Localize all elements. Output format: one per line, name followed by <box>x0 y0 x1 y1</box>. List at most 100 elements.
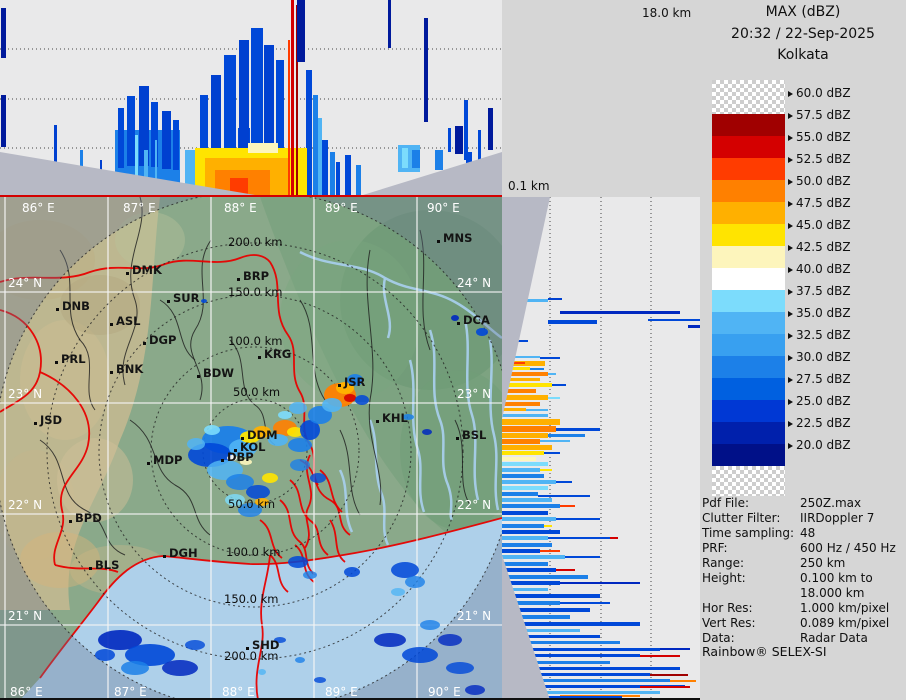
echo-bar <box>291 0 294 195</box>
state-border <box>319 469 343 513</box>
state-border <box>39 371 91 566</box>
side-height-profile-chart <box>502 197 700 700</box>
echo-bar <box>211 75 221 195</box>
echo-bar <box>144 150 148 195</box>
longitude-label: 90° E <box>427 201 460 215</box>
echo-bar <box>502 685 685 688</box>
radar-echo <box>288 556 308 568</box>
district-border <box>39 439 126 556</box>
range-ring-label: 50.0 km <box>228 497 276 511</box>
city-label: BSL <box>462 428 487 442</box>
echo-bar <box>135 135 138 193</box>
city-dot <box>456 437 459 440</box>
city-dot <box>55 361 58 364</box>
radar-echo <box>227 455 237 461</box>
echo-bar <box>560 602 610 604</box>
metadata-row: Pdf File: 250Z.max <box>702 496 906 510</box>
echo-bar <box>526 409 548 411</box>
echo-bar <box>502 543 552 547</box>
echo-bar <box>502 648 660 651</box>
latitude-label: 22° N <box>457 498 492 512</box>
echo-bar <box>502 367 530 370</box>
radar-echo <box>374 633 406 647</box>
city-label: DGP <box>149 333 177 347</box>
echo-bar <box>502 445 552 450</box>
metadata-label: Range: <box>702 556 745 570</box>
echo-bar <box>548 537 610 539</box>
dbz-band <box>712 268 785 290</box>
echo-bar <box>502 696 622 698</box>
radar-echo <box>255 498 269 506</box>
echo-bar <box>412 150 420 168</box>
tick-arrow-icon <box>788 355 793 361</box>
echo-bar <box>502 615 570 619</box>
echo-bar <box>538 495 590 497</box>
echo-bar <box>502 372 548 376</box>
echo-bar <box>502 679 670 682</box>
radar-echo <box>98 630 142 650</box>
radar-echo <box>268 434 288 446</box>
city-dot <box>163 555 166 558</box>
echo-bar <box>548 434 585 437</box>
tick-arrow-icon <box>788 223 793 229</box>
city-label: DCA <box>463 313 490 327</box>
city-dot <box>143 342 146 345</box>
dbz-scale-label: 52.5 dBZ <box>788 152 851 166</box>
echo-bar <box>424 18 428 122</box>
echo-bar <box>318 118 322 195</box>
range-ring <box>150 346 360 556</box>
radar-echo <box>162 660 198 676</box>
tick-arrow-icon <box>788 399 793 405</box>
tick-arrow-icon <box>788 289 793 295</box>
echo-bar <box>502 641 620 644</box>
metadata-value: 600 Hz / 450 Hz <box>800 541 896 555</box>
metadata-value: 48 <box>800 526 816 540</box>
echo-bar <box>151 102 158 167</box>
river <box>428 329 454 521</box>
dbz-scale-label: 42.5 dBZ <box>788 240 851 254</box>
echo-bar <box>155 140 157 190</box>
echo-bar <box>502 486 548 490</box>
echo-bar <box>502 562 548 566</box>
echo-bar <box>502 608 590 612</box>
terrain-patch <box>20 320 110 440</box>
tick-arrow-icon <box>788 245 793 251</box>
city-dot <box>34 422 37 425</box>
dbz-band <box>712 290 785 312</box>
echo-bar <box>502 498 552 502</box>
radar-echo <box>258 669 266 675</box>
state-border <box>259 519 283 559</box>
echo-bar <box>560 582 640 584</box>
dbz-band <box>712 312 785 334</box>
city-label: BLS <box>95 558 120 572</box>
echo-bar <box>640 655 680 657</box>
longitude-label: 86° E <box>22 201 55 215</box>
city-dot <box>338 384 341 387</box>
dbz-scale-label: 47.5 dBZ <box>788 196 851 210</box>
tick-arrow-icon <box>788 113 793 119</box>
latitude-label: 21° N <box>8 609 43 623</box>
radar-echo <box>465 685 485 695</box>
tick-arrow-icon <box>788 311 793 317</box>
radar-echo <box>238 503 262 517</box>
legend-panel: MAX (dBZ) 20:32 / 22-Sep-2025 Kolkata 60… <box>700 0 906 700</box>
echo-bar <box>540 550 560 552</box>
metadata-value: Radar Data <box>800 631 868 645</box>
city-dot <box>237 278 240 281</box>
city-label: DMK <box>132 263 162 277</box>
echo-bar <box>502 555 565 559</box>
metadata-value: 0.089 km/pixel <box>800 616 890 630</box>
radar-echo <box>422 429 432 435</box>
state-border <box>269 261 319 486</box>
tick-arrow-icon <box>788 201 793 207</box>
city-label: DNB <box>62 299 90 313</box>
longitude-label: 89° E <box>325 685 358 699</box>
radar-echo <box>201 299 207 303</box>
radar-echo <box>355 395 369 405</box>
longitude-label: 87° E <box>123 201 156 215</box>
longitude-label: 90° E <box>428 685 461 699</box>
range-ring-label: 50.0 km <box>233 385 281 399</box>
echo-bar <box>288 40 290 195</box>
latitude-label: 22° N <box>8 498 43 512</box>
echo-bar <box>297 0 305 62</box>
